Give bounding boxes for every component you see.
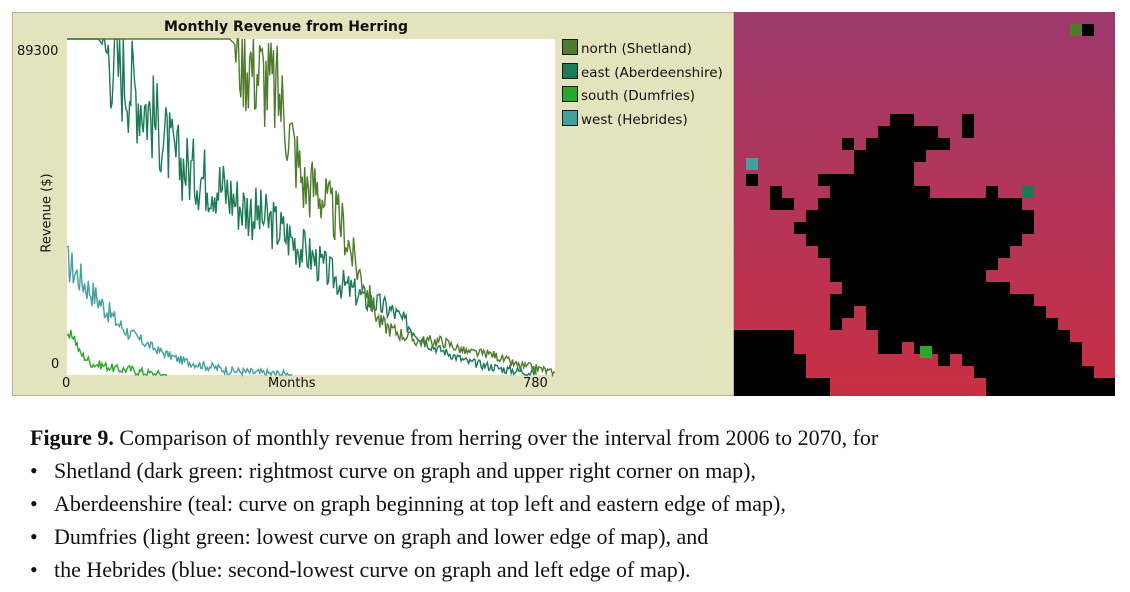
legend-label: west (Hebrides) — [581, 111, 688, 128]
map-marker-south — [920, 346, 932, 358]
map-marker-east — [1022, 186, 1034, 198]
caption-lead: Figure 9. Comparison of monthly revenue … — [30, 421, 1125, 454]
bullet-text: Dumfries (light green: lowest curve on g… — [54, 524, 709, 549]
caption-bullet: • Dumfries (light green: lowest curve on … — [30, 520, 1125, 553]
legend-swatch — [562, 39, 578, 55]
legend-swatch — [562, 86, 578, 102]
y-tick-top: 89300 — [17, 44, 59, 59]
legend: north (Shetland) east (Aberdeenshire) so… — [562, 39, 723, 133]
map-marker-west — [746, 158, 758, 170]
y-axis-label: Revenue ($) — [39, 173, 55, 253]
legend-item-west: west (Hebrides) — [562, 109, 723, 134]
bullet-dot: • — [30, 491, 38, 516]
bullet-dot: • — [30, 458, 38, 483]
series-line-west — [66, 245, 293, 378]
series-line-east — [67, 38, 537, 377]
legend-item-north: north (Shetland) — [562, 39, 723, 63]
legend-label: south (Dumfries) — [581, 88, 696, 104]
bullet-text: Shetland (dark green: rightmost curve on… — [54, 458, 756, 483]
legend-swatch — [562, 109, 578, 126]
legend-label: east (Aberdeenshire) — [581, 64, 723, 81]
chart-panel: Monthly Revenue from Herring 89300 0 0 7… — [12, 12, 734, 396]
bullet-dot: • — [30, 524, 38, 549]
legend-swatch — [562, 62, 578, 79]
y-tick-bottom: 0 — [51, 357, 60, 372]
caption-bullet: • the Hebrides (blue: second-lowest curve… — [30, 553, 1125, 586]
series-line-south — [66, 329, 168, 377]
plot-background — [67, 39, 555, 375]
caption-text: Comparison of monthly revenue from herri… — [119, 425, 879, 450]
caption-bullet: • Aberdeenshire (teal: curve on graph beg… — [30, 487, 1125, 520]
chart-title: Monthly Revenue from Herring — [163, 19, 409, 35]
land-mass — [734, 24, 1115, 396]
legend-label: north (Shetland) — [581, 41, 692, 57]
map-marker-north — [1070, 24, 1082, 36]
bullet-text: Aberdeenshire (teal: curve on graph begi… — [54, 491, 786, 516]
x-tick-left: 0 — [62, 376, 71, 391]
scotland-map — [734, 12, 1115, 396]
legend-item-south: south (Dumfries) — [562, 86, 723, 110]
bullet-dot: • — [30, 557, 38, 582]
x-tick-right: 780 — [523, 376, 548, 391]
figure-caption: Figure 9. Comparison of monthly revenue … — [30, 421, 1125, 586]
plot-area — [66, 38, 556, 378]
legend-item-east: east (Aberdeenshire) — [562, 62, 723, 87]
series-line-north — [67, 38, 556, 378]
caption-label: Figure 9. — [30, 425, 114, 450]
x-axis-label: Months — [268, 376, 316, 391]
caption-bullet: • Shetland (dark green: rightmost curve o… — [30, 454, 1125, 487]
bullet-text: the Hebrides (blue: second-lowest curve … — [54, 557, 691, 582]
